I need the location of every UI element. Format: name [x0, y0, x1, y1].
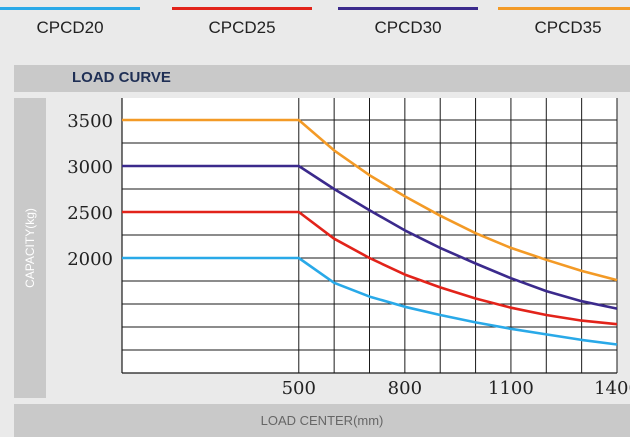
series-line-cpcd35	[122, 118, 618, 282]
y-tick-label: 2500	[67, 203, 113, 224]
x-tick-label: 1100	[488, 378, 534, 399]
legend-label-cpcd30: CPCD30	[374, 18, 442, 37]
y-axis-label-strip: CAPACITY(kg)	[14, 98, 46, 398]
legend-label-cpcd25: CPCD25	[208, 18, 276, 37]
y-tick-label: 3500	[67, 111, 113, 132]
y-tick-label: 3000	[67, 157, 113, 178]
series-line-cpcd20	[122, 256, 618, 346]
series-line-cpcd30	[122, 164, 618, 310]
legend-line-cpcd35	[498, 7, 630, 10]
x-axis-label-strip: LOAD CENTER(mm)	[14, 404, 630, 437]
x-tick-label: 1400	[594, 378, 630, 399]
series-line-cpcd25	[122, 210, 618, 326]
section-title: LOAD CURVE	[72, 69, 171, 86]
legend-label-cpcd35: CPCD35	[534, 18, 602, 37]
section-title-bar: LOAD CURVE	[14, 65, 630, 92]
legend-line-cpcd20	[0, 7, 140, 10]
legend-label-cpcd20: CPCD20	[36, 18, 104, 37]
x-axis-label: LOAD CENTER(mm)	[260, 413, 384, 428]
x-tick-label: 800	[388, 378, 422, 399]
x-tick-label: 500	[282, 378, 316, 399]
y-tick-label: 2000	[67, 249, 113, 270]
legend-line-cpcd25	[172, 7, 312, 10]
legend-line-cpcd30	[338, 7, 478, 10]
